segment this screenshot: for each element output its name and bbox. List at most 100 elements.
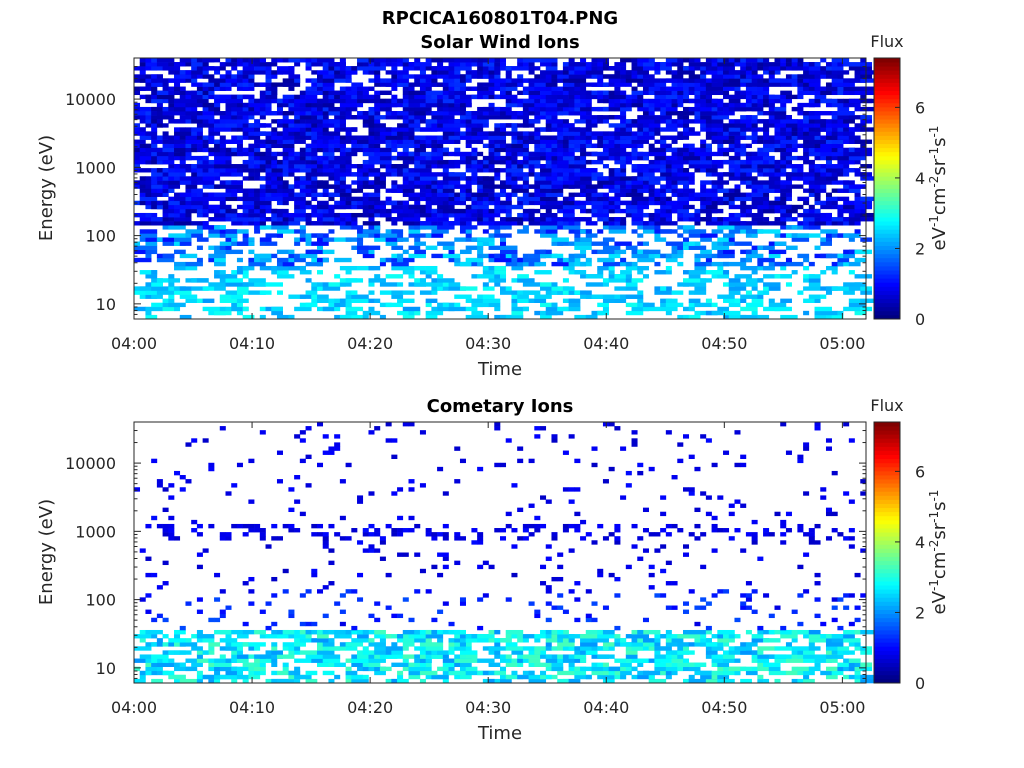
heatmap-cell bbox=[288, 212, 306, 218]
heatmap-cell bbox=[179, 200, 186, 206]
heatmap-cell bbox=[540, 70, 558, 75]
heatmap-cell bbox=[642, 229, 661, 234]
heatmap-cell bbox=[357, 241, 364, 246]
heatmap-cell bbox=[723, 111, 735, 116]
heatmap-cell bbox=[379, 131, 398, 136]
heatmap-cell bbox=[825, 159, 832, 165]
heatmap-cell bbox=[231, 294, 243, 299]
heatmap-cell bbox=[540, 204, 558, 210]
heatmap-cell bbox=[134, 180, 152, 185]
heatmap-cell bbox=[665, 106, 678, 112]
heatmap-cell bbox=[677, 90, 684, 96]
heatmap-cell bbox=[705, 119, 712, 124]
heatmap-cell bbox=[442, 302, 449, 308]
heatmap-cell bbox=[740, 314, 758, 320]
heatmap-cell bbox=[671, 638, 684, 643]
heatmap-cell bbox=[831, 650, 838, 655]
heatmap-cell bbox=[134, 164, 141, 169]
colorbar-swatch bbox=[874, 147, 900, 153]
heatmap-cell bbox=[414, 176, 421, 181]
heatmap-cell bbox=[414, 62, 432, 67]
heatmap-cell bbox=[162, 208, 181, 214]
heatmap-cell bbox=[568, 265, 575, 271]
heatmap-cell bbox=[248, 74, 255, 79]
heatmap-cell bbox=[482, 123, 489, 128]
heatmap-cell bbox=[642, 200, 649, 206]
heatmap-cell bbox=[608, 123, 627, 128]
heatmap-cell bbox=[139, 286, 158, 291]
heatmap-cell bbox=[448, 90, 455, 96]
heatmap-cell bbox=[162, 306, 175, 312]
heatmap-cell bbox=[362, 119, 375, 124]
x-tick-label: 04:20 bbox=[347, 334, 393, 353]
heatmap-cell bbox=[843, 172, 850, 177]
heatmap-cell bbox=[276, 212, 283, 218]
heatmap-cell bbox=[831, 82, 844, 87]
heatmap-cell bbox=[259, 253, 272, 259]
heatmap-cell bbox=[665, 70, 672, 75]
heatmap-cell bbox=[454, 151, 472, 157]
heatmap-cell bbox=[156, 159, 163, 165]
heatmap-cell bbox=[465, 245, 484, 250]
heatmap-cell bbox=[602, 674, 615, 680]
heatmap-cell bbox=[465, 208, 472, 214]
heatmap-cell bbox=[454, 66, 472, 71]
heatmap-cell bbox=[374, 119, 381, 124]
heatmap-cell bbox=[814, 196, 821, 202]
heatmap-cell bbox=[551, 78, 558, 83]
heatmap-cell bbox=[717, 662, 730, 667]
heatmap-cell bbox=[694, 212, 701, 218]
heatmap-cell bbox=[557, 78, 564, 83]
heatmap-cell bbox=[700, 237, 712, 242]
heatmap-cell bbox=[757, 678, 764, 684]
heatmap-cell bbox=[717, 638, 735, 643]
heatmap-cell bbox=[334, 172, 341, 177]
heatmap-cell bbox=[334, 217, 341, 222]
heatmap-cell bbox=[294, 74, 301, 79]
colorbar-swatch bbox=[874, 200, 900, 206]
heatmap-cell bbox=[374, 188, 381, 193]
heatmap-cell bbox=[734, 196, 752, 202]
heatmap-cell bbox=[156, 662, 175, 667]
heatmap-cell bbox=[500, 274, 507, 279]
heatmap-cell bbox=[185, 229, 203, 234]
heatmap-cell bbox=[820, 310, 838, 316]
heatmap-cell bbox=[414, 74, 432, 79]
heatmap-cell bbox=[482, 286, 495, 291]
heatmap-cell bbox=[648, 151, 667, 157]
heatmap-cell bbox=[774, 168, 781, 173]
heatmap-cell bbox=[282, 666, 289, 672]
heatmap-cell bbox=[214, 155, 232, 161]
heatmap-cell bbox=[597, 249, 615, 255]
heatmap-cell bbox=[505, 286, 512, 291]
heatmap-cell bbox=[248, 176, 255, 181]
heatmap-cell bbox=[517, 164, 524, 169]
heatmap-cell bbox=[431, 290, 438, 295]
heatmap-cell bbox=[317, 159, 324, 165]
heatmap-cell bbox=[557, 98, 564, 104]
heatmap-cell bbox=[728, 78, 747, 83]
heatmap-cell bbox=[242, 265, 255, 271]
heatmap-cell bbox=[351, 678, 369, 684]
heatmap-cell bbox=[345, 646, 358, 651]
heatmap-cell bbox=[288, 164, 295, 169]
heatmap-cell bbox=[339, 66, 346, 71]
heatmap-cell bbox=[477, 168, 484, 173]
heatmap-cell bbox=[545, 94, 552, 100]
heatmap-cell bbox=[683, 58, 690, 63]
heatmap-cell bbox=[557, 654, 564, 659]
heatmap-cell bbox=[151, 192, 169, 197]
heatmap-cell bbox=[242, 127, 255, 132]
heatmap-cell bbox=[322, 164, 329, 169]
heatmap-cell bbox=[156, 290, 175, 295]
heatmap-cell bbox=[534, 261, 547, 267]
heatmap-cell bbox=[763, 184, 770, 189]
heatmap-cell bbox=[860, 217, 878, 222]
heatmap-cell bbox=[574, 159, 592, 165]
heatmap-cell bbox=[660, 164, 667, 169]
heatmap-cell bbox=[174, 196, 192, 202]
heatmap-cell bbox=[642, 241, 649, 246]
heatmap-cell bbox=[271, 192, 289, 197]
heatmap-cell bbox=[402, 159, 415, 165]
heatmap-cell bbox=[397, 143, 415, 149]
